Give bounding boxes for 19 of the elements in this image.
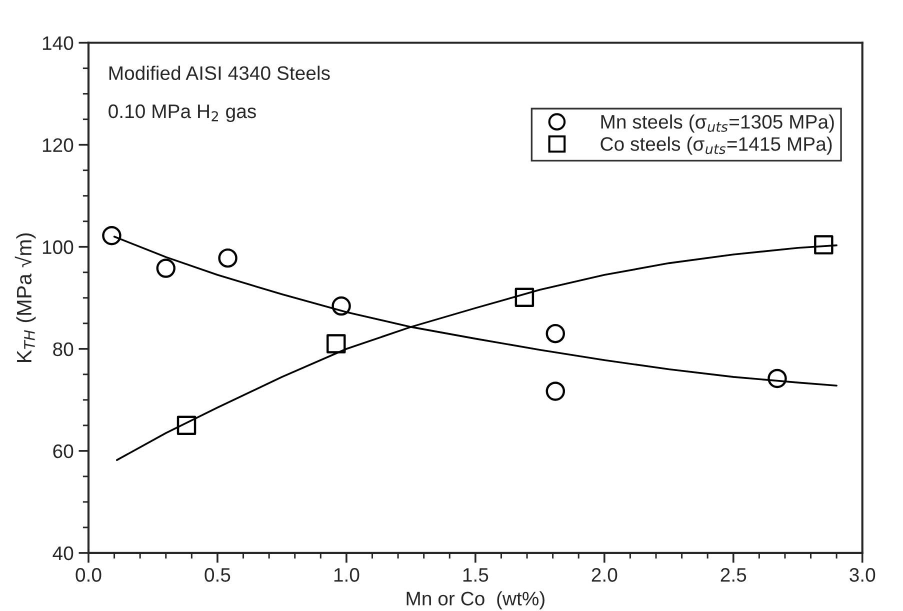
y-tick-label: 100: [42, 240, 74, 254]
annotation: 0.10 MPa H$_{2}$ gas: [108, 104, 256, 122]
x-tick-label: 2.5: [720, 568, 746, 582]
legend-label: Co steels (σ$_{uts}$=1415 MPa): [600, 136, 832, 155]
legend-label: Mn steels (σ$_{uts}$=1305 MPa): [601, 114, 834, 133]
x-tick-label: 1.5: [463, 568, 488, 582]
y-tick-label: 60: [53, 444, 74, 458]
x-tick-label: 2.0: [592, 568, 618, 582]
y-tick-label: 40: [52, 546, 74, 560]
y-axis-title: K$_{TH}$ (MPa √m): [14, 233, 36, 362]
x-tick-label: 0.0: [76, 568, 102, 582]
y-tick-label: 80: [53, 342, 74, 356]
x-tick-label: 1.0: [334, 568, 360, 582]
x-tick-label: 3.0: [850, 568, 876, 582]
y-tick-label: 120: [42, 138, 74, 152]
y-tick-label: 140: [42, 36, 74, 50]
x-tick-label: 0.5: [204, 568, 230, 582]
annotation: Modified AISI 4340 Steels: [109, 66, 330, 80]
x-axis-title: Mn or Co (wt%): [406, 591, 544, 610]
